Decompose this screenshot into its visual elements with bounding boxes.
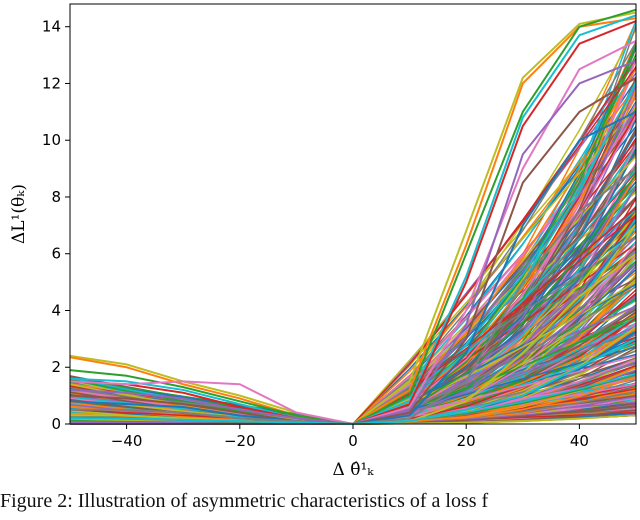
- figure-caption: Figure 2: Illustration of asymmetric cha…: [0, 490, 489, 512]
- x-axis-label: Δ θ̂¹ₖ: [333, 460, 375, 480]
- y-tick-label: 0: [51, 415, 61, 433]
- y-tick-label: 2: [51, 358, 61, 376]
- x-tick-label: 0: [348, 432, 358, 450]
- series-lines: [69, 8, 637, 426]
- y-tick-label: 4: [51, 301, 61, 319]
- x-tick-label: −40: [111, 432, 143, 450]
- y-axis-label: ΔL¹(θₖ): [9, 184, 29, 244]
- y-tick-label: 10: [42, 131, 61, 149]
- line-chart: −40 −20 0 20 40 0 2 4 6 8 10 12 14 Δ θ̂¹ₖ ΔL¹(θₖ): [9, 3, 637, 480]
- x-tick-label: 40: [570, 432, 589, 450]
- y-tick-label: 6: [51, 245, 61, 263]
- y-tick-label: 12: [42, 74, 61, 92]
- y-tick-label: 14: [42, 18, 61, 36]
- x-tick-label: −20: [224, 432, 256, 450]
- x-tick-label: 20: [457, 432, 476, 450]
- axis-ticks: −40 −20 0 20 40 0 2 4 6 8 10 12 14: [42, 18, 589, 450]
- y-tick-label: 8: [51, 188, 61, 206]
